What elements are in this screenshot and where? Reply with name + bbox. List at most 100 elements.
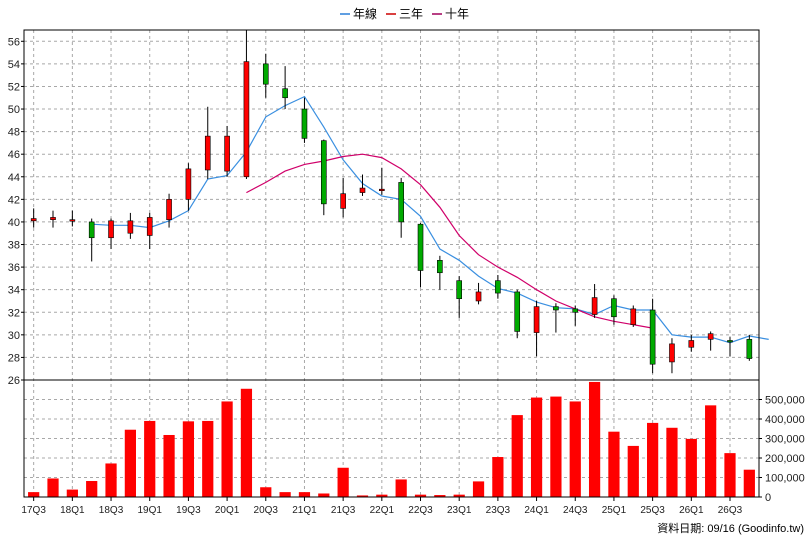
x-tick-label: 26Q1 [679, 505, 704, 516]
x-tick-label: 18Q3 [99, 505, 124, 516]
candle-body [69, 219, 76, 222]
candle [727, 337, 733, 357]
candle-body [108, 220, 114, 239]
price-tick-label: 36 [8, 262, 20, 274]
x-tick-label: 21Q3 [331, 505, 356, 516]
volume-tick-label: 300,000 [765, 434, 805, 446]
volume-bar [511, 415, 523, 497]
candlesticks [30, 30, 753, 374]
candle-body [379, 188, 385, 191]
volume-bar [453, 494, 465, 497]
candle [359, 174, 366, 196]
volume-bar [240, 388, 253, 497]
candle-body [630, 308, 637, 325]
candle [475, 282, 482, 305]
candle-body [746, 339, 753, 359]
volume-tick-label: 200,000 [765, 453, 805, 465]
candle [746, 334, 753, 361]
candle-body [30, 218, 37, 222]
x-tick-label: 24Q3 [563, 505, 588, 516]
candle [224, 125, 230, 177]
footer-source: 資料日期: 09/16 (Goodinfo.tw) [657, 521, 804, 535]
price-tick-label: 32 [8, 307, 20, 319]
volume-bar [569, 401, 581, 497]
candle [204, 106, 211, 180]
moving-average-line [91, 95, 769, 344]
volume-bar [530, 397, 543, 497]
volume-bar [550, 396, 562, 497]
volume-bar [124, 429, 136, 497]
candle-body [669, 343, 675, 363]
candle [514, 289, 521, 339]
volume-tick-label: 400,000 [765, 414, 805, 426]
candle [707, 331, 714, 351]
candle [301, 97, 308, 143]
candle-body [127, 220, 134, 234]
candle [437, 255, 443, 290]
candle-body [649, 309, 656, 365]
volume-bars [28, 381, 755, 497]
volume-bar [182, 421, 195, 497]
volume-bar [395, 479, 407, 497]
volume-bar [144, 420, 156, 497]
legend-label-ma3: 三年 [399, 7, 423, 21]
volume-tick-label: 500,000 [765, 395, 805, 407]
x-tick-label: 18Q1 [60, 505, 85, 516]
candle [533, 300, 540, 357]
candle-body [533, 306, 540, 333]
candle [185, 163, 192, 211]
candle [262, 53, 269, 98]
candle [146, 212, 153, 250]
volume-tick-label: 0 [765, 492, 771, 504]
candle-body [262, 63, 269, 85]
candle [88, 218, 95, 262]
candle-body [224, 135, 230, 172]
volume-bar [260, 487, 272, 497]
x-tick-label: 22Q1 [370, 505, 395, 516]
price-axis: 26 28 30 32 34 36 38 40 42 44 46 48 50 52 54 56 [8, 36, 24, 387]
candle [108, 218, 114, 250]
volume-bar [627, 445, 639, 497]
candle [669, 338, 675, 374]
price-tick-label: 54 [8, 59, 20, 71]
price-tick-label: 30 [8, 330, 20, 342]
x-tick-label: 24Q1 [524, 505, 549, 516]
candle-body [88, 221, 95, 239]
volume-bar [705, 405, 717, 497]
candle [243, 30, 250, 180]
volume-bar [202, 420, 214, 497]
price-tick-label: 42 [8, 194, 20, 206]
candle-body [707, 333, 714, 340]
price-tick-label: 44 [8, 172, 20, 184]
price-tick-label: 38 [8, 240, 20, 252]
candle [456, 276, 462, 318]
candle-body [591, 297, 598, 315]
volume-bar [356, 495, 369, 497]
candle-body [398, 182, 404, 223]
volume-bar [743, 469, 755, 497]
candle-body [456, 280, 462, 300]
x-tick-label: 19Q3 [176, 505, 201, 516]
candle-body [495, 280, 501, 294]
x-tick-label: 23Q1 [447, 505, 472, 516]
volume-bar [472, 481, 485, 497]
candle-body [572, 308, 579, 313]
candle [630, 305, 637, 327]
candle [398, 177, 404, 238]
volume-bar [86, 481, 98, 497]
volume-bar [724, 453, 736, 497]
candle-body [514, 291, 521, 332]
price-tick-label: 40 [8, 217, 20, 229]
candle-body [688, 340, 695, 348]
price-tick-label: 56 [8, 36, 20, 48]
candle-body [301, 108, 308, 139]
moving-average-lines [91, 95, 769, 344]
candle [553, 303, 559, 333]
candle-body [727, 340, 733, 343]
candle-body [340, 193, 346, 209]
price-tick-label: 52 [8, 81, 20, 93]
legend-label-ma1: 年線 [353, 6, 377, 21]
candle-body [417, 223, 424, 271]
x-tick-label: 25Q1 [602, 505, 627, 516]
